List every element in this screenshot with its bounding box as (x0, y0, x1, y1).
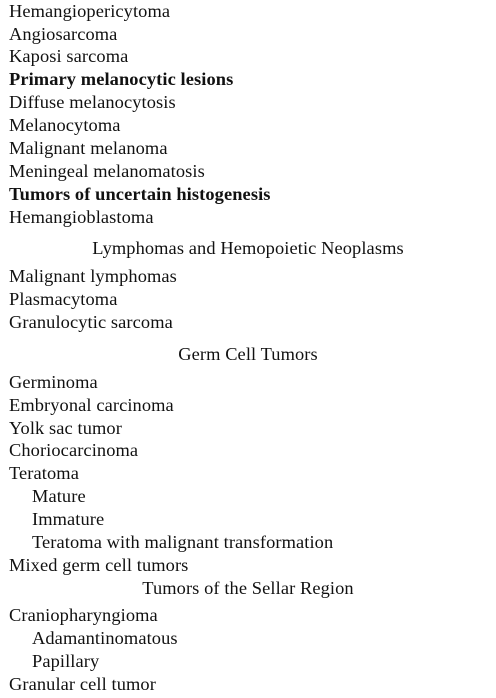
list-item-granulocytic-sarcoma: Granulocytic sarcoma (9, 312, 173, 332)
list-item-mixed-germ-cell-tumors: Mixed germ cell tumors (9, 555, 189, 575)
list-subitem-adamantinomatous: Adamantinomatous (32, 628, 178, 648)
list-subitem-teratoma-malignant-transformation: Teratoma with malignant transformation (32, 532, 334, 552)
list-item-embryonal-carcinoma: Embryonal carcinoma (9, 395, 174, 415)
list-item-angiosarcoma: Angiosarcoma (9, 24, 118, 44)
list-item-yolk-sac-tumor: Yolk sac tumor (9, 418, 122, 438)
list-item-melanocytoma: Melanocytoma (9, 115, 121, 135)
list-item-choriocarcinoma: Choriocarcinoma (9, 440, 139, 460)
category-heading-tumors-of-uncertain-histogenesis: Tumors of uncertain histogenesis (9, 184, 271, 204)
list-subitem-papillary: Papillary (32, 651, 100, 671)
list-item-hemangioblastoma: Hemangioblastoma (9, 207, 154, 227)
section-heading-tumors-of-sellar-region: Tumors of the Sellar Region (142, 578, 354, 598)
list-item-diffuse-melanocytosis: Diffuse melanocytosis (9, 92, 176, 112)
list-subitem-mature: Mature (32, 486, 86, 506)
list-item-granular-cell-tumor: Granular cell tumor (9, 674, 156, 694)
list-item-germinoma: Germinoma (9, 372, 98, 392)
category-heading-primary-melanocytic-lesions: Primary melanocytic lesions (9, 69, 234, 89)
list-item-hemangiopericytoma: Hemangiopericytoma (9, 1, 171, 21)
section-heading-lymphomas: Lymphomas and Hemopoietic Neoplasms (92, 238, 404, 258)
list-item-malignant-melanoma: Malignant melanoma (9, 138, 168, 158)
list-item-teratoma: Teratoma (9, 463, 79, 483)
list-item-kaposi-sarcoma: Kaposi sarcoma (9, 46, 129, 66)
section-heading-germ-cell-tumors: Germ Cell Tumors (178, 344, 318, 364)
list-item-meningeal-melanomatosis: Meningeal melanomatosis (9, 161, 205, 181)
list-item-plasmacytoma: Plasmacytoma (9, 289, 118, 309)
list-subitem-immature: Immature (32, 509, 105, 529)
list-item-malignant-lymphomas: Malignant lymphomas (9, 266, 177, 286)
list-item-craniopharyngioma: Craniopharyngioma (9, 605, 158, 625)
